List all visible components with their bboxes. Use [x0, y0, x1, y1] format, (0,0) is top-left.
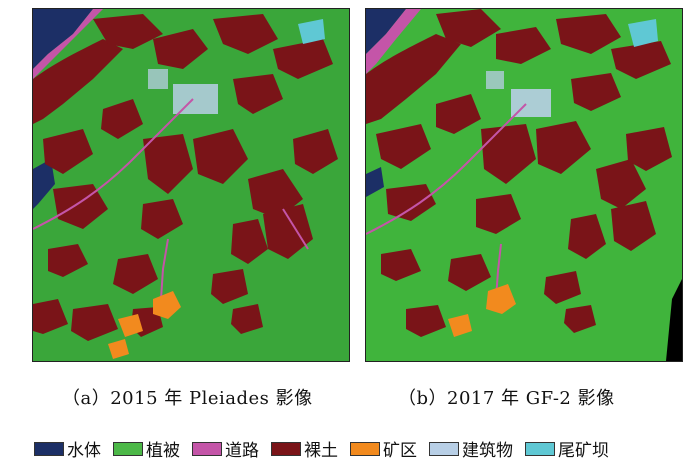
legend-item-bare-soil: 裸土	[271, 436, 338, 461]
caption-panel-b: （b）2017 年 GF-2 影像	[398, 388, 615, 409]
legend-label-road: 道路	[225, 441, 259, 461]
legend-label-vegetation: 植被	[146, 441, 180, 461]
legend-item-building: 建筑物	[429, 436, 513, 461]
legend-swatch-building	[429, 441, 459, 456]
legend-item-mining-area: 矿区	[350, 436, 417, 461]
classification-map-2017	[365, 8, 683, 362]
legend-label-building: 建筑物	[462, 441, 513, 461]
map-2015-graphic	[33, 9, 338, 359]
legend-swatch-water	[34, 441, 64, 456]
legend-label-water: 水体	[67, 441, 101, 461]
legend-label-bare-soil: 裸土	[304, 441, 338, 461]
legend-item-water: 水体	[34, 436, 101, 461]
legend-swatch-mining-area	[350, 441, 380, 456]
map-2017-graphic	[366, 9, 682, 361]
classification-map-2015	[32, 8, 350, 362]
legend: 水体 植被 道路 裸土 矿区 建筑物 尾矿坝	[34, 436, 621, 461]
legend-item-vegetation: 植被	[113, 436, 180, 461]
legend-swatch-bare-soil	[271, 441, 301, 456]
legend-swatch-vegetation	[113, 441, 143, 456]
legend-swatch-road	[192, 441, 222, 456]
legend-item-tailings-dam: 尾矿坝	[525, 436, 609, 461]
legend-swatch-tailings-dam	[525, 441, 555, 456]
legend-label-tailings-dam: 尾矿坝	[558, 441, 609, 461]
legend-item-road: 道路	[192, 436, 259, 461]
legend-label-mining-area: 矿区	[383, 441, 417, 461]
caption-panel-a: （a）2015 年 Pleiades 影像	[62, 388, 313, 409]
